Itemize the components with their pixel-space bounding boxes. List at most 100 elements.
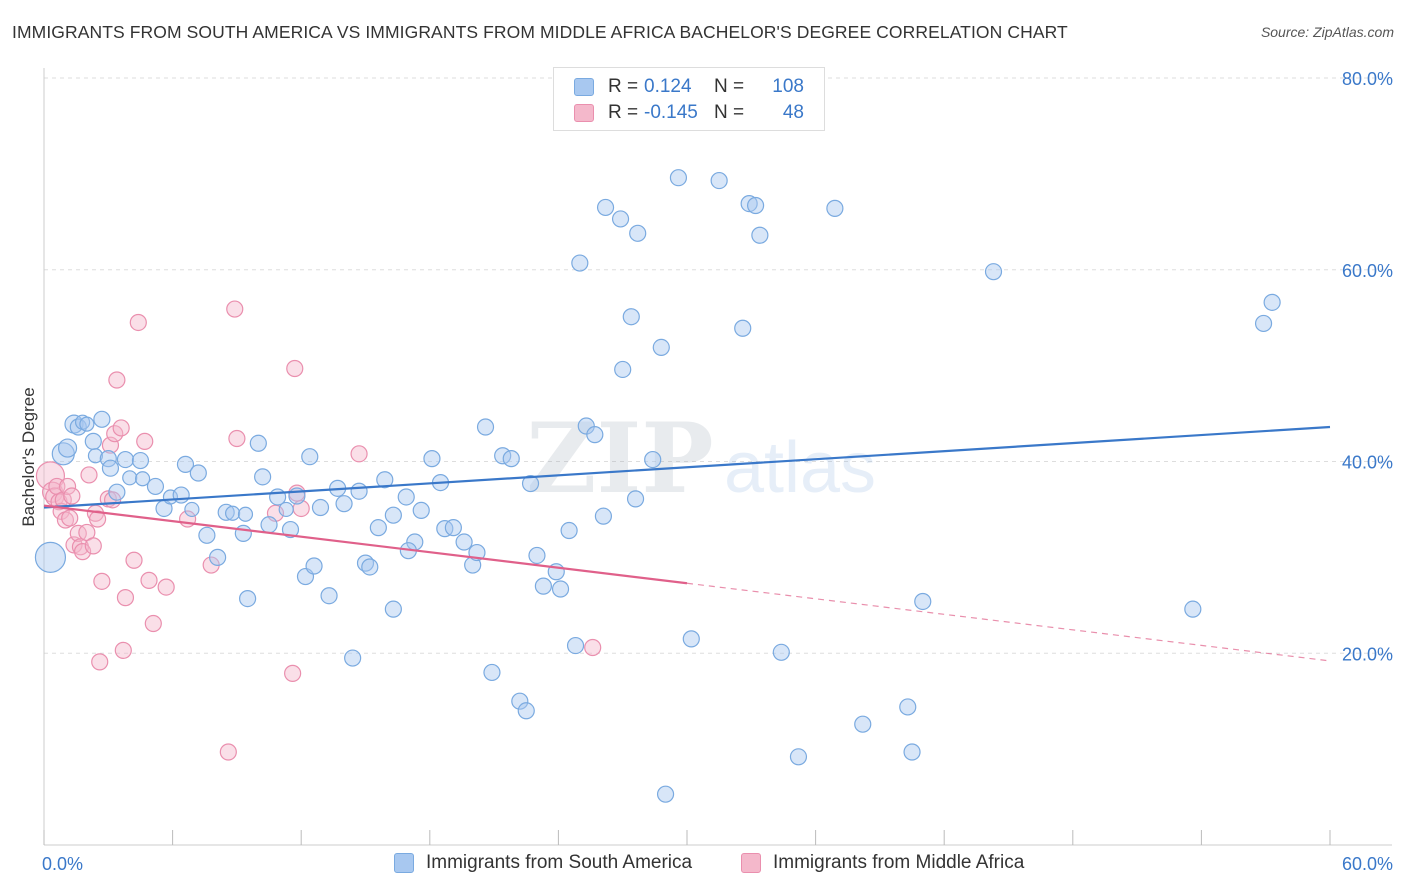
y-tick-label: 80.0%	[1342, 69, 1393, 89]
south-america-point	[301, 448, 319, 466]
middle-africa-point	[84, 537, 102, 555]
stats-legend: R = 0.124 N = 108 R = -0.145 N = 48	[553, 67, 825, 131]
south-america-point	[87, 448, 104, 464]
middle-africa-point	[219, 743, 237, 761]
south-america-trendline	[43, 425, 1331, 509]
y-tick-label: 20.0%	[1342, 644, 1393, 664]
south-america-point	[669, 169, 688, 187]
south-america-point	[586, 426, 604, 444]
south-america-point	[984, 263, 1003, 281]
south-america-point	[644, 450, 662, 469]
south-america-point	[626, 490, 645, 508]
south-america-point	[622, 308, 640, 326]
south-america-point	[534, 577, 552, 595]
south-america-point	[34, 541, 67, 573]
south-america-point	[652, 338, 670, 357]
middle-africa-point	[58, 477, 77, 496]
tick-labels: 20.0% 40.0% 60.0% 80.0% 0.0% 60.0%	[42, 69, 1393, 874]
middle-africa-point	[116, 589, 135, 607]
south-america-point	[412, 501, 430, 519]
south-america-point	[903, 743, 921, 761]
middle-africa-point	[63, 487, 81, 505]
middle-africa-point	[140, 571, 158, 589]
south-america-point	[476, 418, 495, 436]
middle-africa-point	[80, 466, 98, 484]
south-america-point	[234, 524, 252, 543]
south-america-point	[826, 199, 844, 217]
middle-africa-point	[226, 300, 244, 318]
middle-africa-point	[108, 371, 126, 389]
middle-africa-point	[157, 578, 175, 596]
middle-africa-point	[114, 641, 132, 659]
south-america-point	[734, 319, 752, 337]
middle-africa-trendline	[43, 504, 688, 585]
legend-label-south-america: Immigrants from South America	[426, 852, 693, 873]
south-america-point	[101, 459, 120, 477]
middle-africa-point	[286, 359, 304, 378]
middle-africa-point	[61, 509, 79, 527]
middle-africa-point	[112, 419, 130, 437]
south-america-point	[108, 483, 126, 501]
south-america-point	[134, 471, 151, 487]
south-america-point	[131, 451, 150, 470]
south-america-point	[225, 505, 241, 521]
middle-africa-points	[35, 300, 602, 761]
middle-africa-point	[144, 614, 162, 633]
x-tick-label: 60.0%	[1342, 854, 1393, 874]
south-america-point	[528, 546, 546, 565]
legend-row-middle-africa: R = -0.145 N = 48	[574, 101, 804, 125]
blue-swatch	[574, 78, 594, 96]
south-america-point	[361, 558, 379, 576]
south-america-point	[656, 785, 675, 803]
middle-africa-point	[73, 543, 92, 561]
south-america-point	[854, 715, 872, 733]
south-america-point	[260, 516, 278, 534]
legend-item-middle-africa[interactable]: Immigrants from Middle Africa	[741, 852, 1024, 874]
south-america-point	[172, 486, 190, 504]
south-america-point	[397, 488, 415, 506]
south-america-point	[436, 520, 454, 538]
chart-title: IMMIGRANTS FROM SOUTH AMERICA VS IMMIGRA…	[12, 22, 1068, 42]
south-america-point	[521, 474, 540, 493]
trendlines	[43, 425, 1331, 662]
south-america-point	[116, 450, 135, 469]
r-value: 0.124	[644, 76, 692, 97]
south-america-point	[84, 432, 102, 450]
x-tick-label: 0.0%	[42, 854, 83, 874]
south-america-point	[79, 416, 95, 432]
south-america-point	[611, 210, 630, 228]
middle-africa-point	[69, 524, 87, 543]
axes	[43, 68, 1392, 846]
middle-africa-point	[91, 653, 109, 671]
y-axis-label: Bachelor's Degree	[19, 387, 38, 526]
n-label: N =	[714, 102, 745, 123]
south-america-point	[517, 702, 535, 720]
south-america-point	[746, 196, 765, 215]
middle-africa-point	[284, 664, 302, 682]
south-america-point	[772, 643, 790, 661]
south-america-point	[249, 434, 267, 452]
south-america-point	[239, 590, 257, 608]
south-america-point	[444, 519, 462, 537]
middle-africa-point	[584, 638, 602, 657]
south-america-point	[281, 520, 300, 539]
middle-africa-point	[125, 551, 143, 569]
r-value: -0.145	[644, 102, 698, 123]
legend-label-middle-africa: Immigrants from Middle Africa	[773, 852, 1025, 873]
south-america-point	[1254, 314, 1273, 333]
south-america-point	[1184, 600, 1202, 618]
middle-africa-point	[129, 313, 147, 332]
n-value: 108	[772, 76, 804, 97]
south-america-point	[344, 649, 362, 667]
south-america-point	[502, 450, 520, 468]
pink-swatch	[741, 853, 761, 873]
south-america-point	[596, 198, 615, 217]
south-america-point	[305, 557, 323, 575]
south-america-points	[34, 169, 1281, 803]
south-america-point	[455, 533, 473, 551]
legend-item-south-america[interactable]: Immigrants from South America	[394, 852, 692, 874]
south-america-point	[560, 521, 578, 540]
south-america-point	[789, 748, 808, 766]
south-america-point	[311, 498, 330, 517]
